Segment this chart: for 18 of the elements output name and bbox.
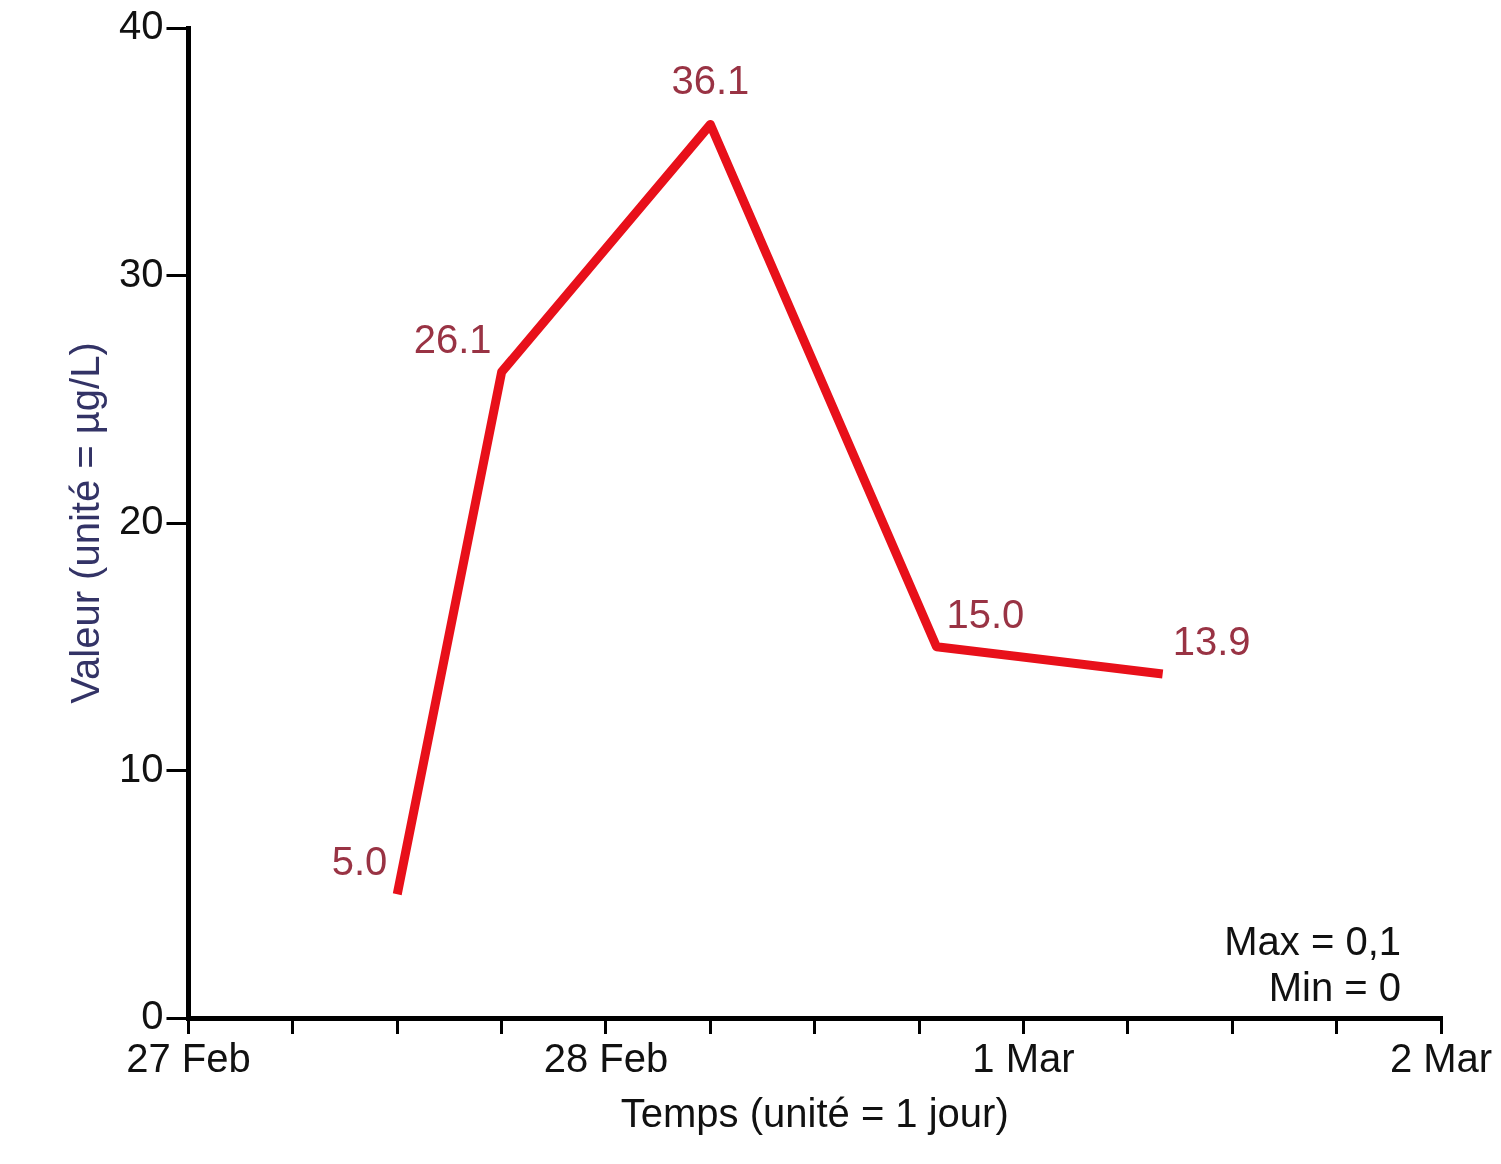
annotation: Min = 0 [1268, 965, 1401, 1010]
y-tick-label: 40 [118, 3, 164, 48]
x-axis-title: Temps (unité = 1 jour) [620, 1091, 1009, 1136]
y-tick-label: 30 [118, 250, 164, 295]
x-tick-label: 27 Feb [126, 1036, 251, 1081]
y-tick-label: 0 [141, 993, 164, 1038]
x-tick-label: 2 Mar [1389, 1036, 1493, 1081]
y-axis-title: Valeur (unité = µg/L) [63, 342, 108, 704]
y-tick-label: 10 [118, 745, 164, 790]
data-label: 5.0 [331, 839, 388, 884]
x-tick-label: 28 Feb [543, 1036, 669, 1081]
data-label: 26.1 [413, 317, 492, 362]
x-tick-label: 1 Mar [972, 1036, 1075, 1081]
y-tick-label: 20 [118, 498, 164, 543]
data-label: 15.0 [946, 591, 1025, 636]
annotation: Max = 0,1 [1224, 919, 1401, 964]
data-label: 36.1 [671, 57, 750, 102]
data-label: 13.9 [1172, 619, 1251, 664]
